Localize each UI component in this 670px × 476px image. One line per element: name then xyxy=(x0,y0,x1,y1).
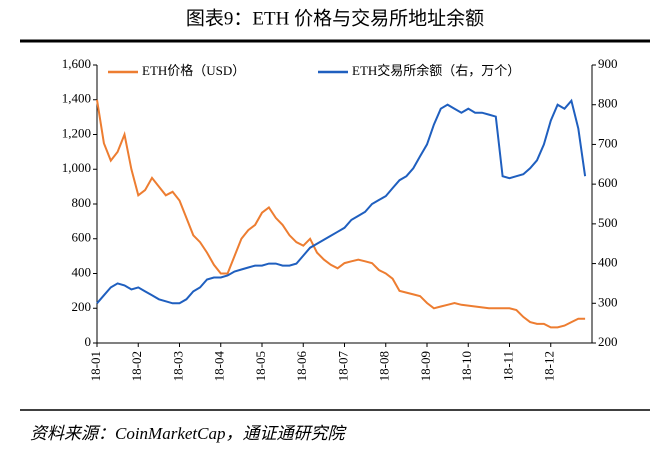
y2-tick-label: 500 xyxy=(598,215,618,230)
legend-label: ETH价格（USD） xyxy=(142,63,245,78)
y-tick-label: 400 xyxy=(72,264,92,279)
y-tick-label: 0 xyxy=(85,334,92,349)
y2-tick-label: 400 xyxy=(598,255,618,270)
y-tick-label: 200 xyxy=(72,299,92,314)
x-tick-label: 18-07 xyxy=(335,351,350,382)
y-tick-label: 800 xyxy=(72,195,92,210)
chart-title: 图表9：ETH 价格与交易所地址余额 xyxy=(186,7,484,29)
y-tick-label: 1,600 xyxy=(62,56,91,71)
y2-tick-label: 900 xyxy=(598,56,618,71)
y-tick-label: 1,400 xyxy=(62,91,91,106)
source: 资料来源：CoinMarketCap，通证通研究院 xyxy=(30,424,347,443)
x-tick-label: 18-11 xyxy=(500,351,515,381)
y2-tick-label: 600 xyxy=(598,175,618,190)
y2-tick-label: 800 xyxy=(598,96,618,111)
x-tick-label: 18-12 xyxy=(542,351,557,381)
x-tick-label: 18-06 xyxy=(294,351,309,382)
legend-label: ETH交易所余额（右，万个） xyxy=(352,63,520,78)
y2-tick-label: 200 xyxy=(598,334,618,349)
x-tick-label: 18-03 xyxy=(170,351,185,381)
x-tick-label: 18-04 xyxy=(212,351,227,382)
x-tick-label: 18-02 xyxy=(129,351,144,381)
line-series xyxy=(96,98,587,305)
line-series xyxy=(96,99,586,329)
y-tick-label: 1,200 xyxy=(62,125,91,140)
x-tick-label: 18-09 xyxy=(418,351,433,381)
y-tick-label: 1,000 xyxy=(62,160,91,175)
x-tick-label: 18-05 xyxy=(253,351,268,381)
y2-tick-label: 700 xyxy=(598,135,618,150)
y2-tick-label: 300 xyxy=(598,294,618,309)
x-tick-label: 18-08 xyxy=(377,351,392,381)
x-tick-label: 18-01 xyxy=(88,351,103,381)
x-tick-label: 18-10 xyxy=(459,351,474,381)
y-tick-label: 600 xyxy=(72,230,92,245)
